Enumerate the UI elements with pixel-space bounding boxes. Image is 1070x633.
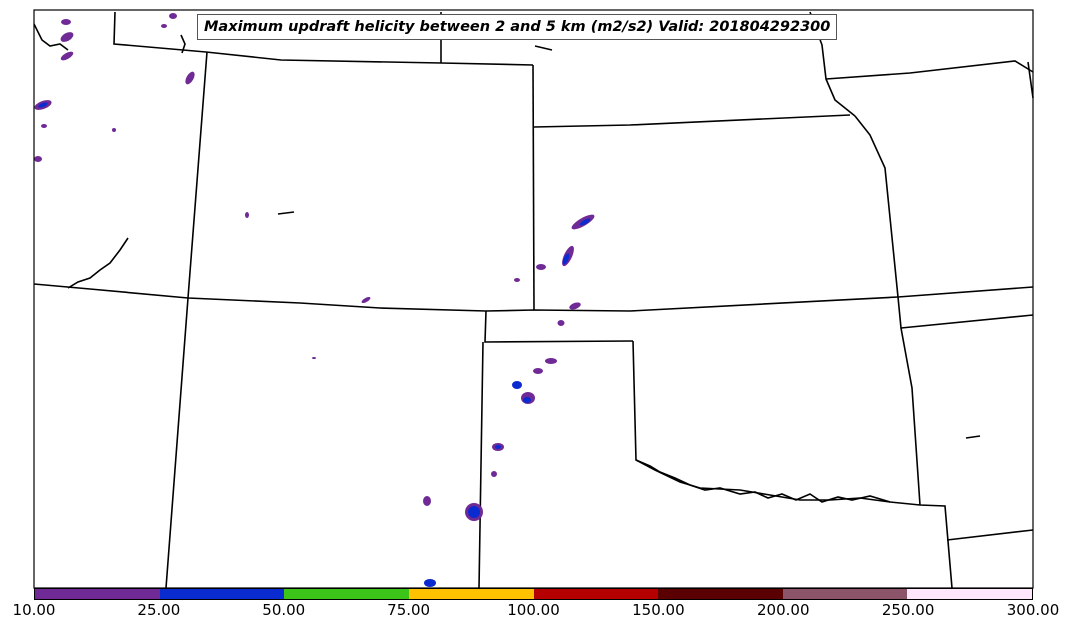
- colorbar-segment: [658, 589, 783, 599]
- colorbar-tick-label: 50.00: [262, 601, 306, 619]
- colorbar-segment: [159, 589, 285, 599]
- colorbar-tick-label: 25.00: [137, 601, 181, 619]
- colorbar-segment: [782, 589, 908, 599]
- colorbar-segment: [533, 589, 659, 599]
- updraft-helicity-cells: [34, 13, 595, 587]
- colorbar-tick-label: 200.00: [757, 601, 810, 619]
- colorbar-segment: [408, 589, 534, 599]
- colorbar-segment: [284, 589, 409, 599]
- colorbar-tick-label: 300.00: [1006, 601, 1060, 619]
- colorbar-tick-label: 150.00: [632, 601, 685, 619]
- colorbar-tick-label: 100.00: [507, 601, 560, 619]
- colorbar-segment: [35, 589, 160, 599]
- border-detail: [180, 34, 981, 503]
- colorbar: [34, 588, 1033, 600]
- map-title: Maximum updraft helicity between 2 and 5…: [197, 14, 838, 40]
- colorbar-tick-label: 10.00: [12, 601, 56, 619]
- colorbar-tick-label: 75.00: [387, 601, 431, 619]
- colorbar-segment: [907, 589, 1032, 599]
- colorbar-tick-label: 250.00: [881, 601, 935, 619]
- state-borders: [33, 11, 1034, 589]
